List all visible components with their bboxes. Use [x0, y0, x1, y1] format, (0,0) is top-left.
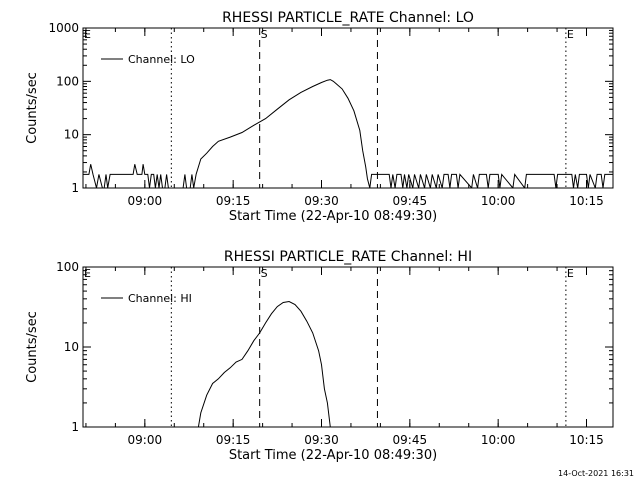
y-tick-label: 1	[71, 420, 79, 434]
legend-label: Channel: HI	[128, 292, 192, 305]
x-tick-label: 10:00	[481, 433, 516, 447]
legend-label: Channel: LO	[128, 53, 195, 66]
marker-label: S	[261, 28, 268, 41]
plot-frame	[82, 27, 614, 189]
y-tick-label: 10	[64, 340, 79, 354]
chart-title: RHESSI PARTICLE_RATE Channel: LO	[222, 10, 474, 26]
y-axis-label: Counts/sec	[25, 72, 40, 144]
footer-date: 14-Oct-2021 16:31	[558, 469, 634, 478]
y-tick-label: 10	[64, 128, 79, 142]
marker-label: E	[84, 267, 91, 280]
chart-panel-1: RHESSI PARTICLE_RATE Channel: LO 09:00 09:…	[25, 10, 614, 224]
plot-frame	[82, 266, 614, 428]
y-tick-label: 100	[56, 74, 79, 88]
x-tick-label: 09:00	[128, 194, 163, 208]
x-tick-label: 09:30	[304, 194, 339, 208]
y-axis-label: Counts/sec	[25, 311, 40, 383]
marker-label: S	[261, 267, 268, 280]
x-tick-label: 10:15	[569, 433, 604, 447]
x-axis-label: Start Time (22-Apr-10 08:49:30)	[229, 209, 437, 224]
x-tick-label: 09:45	[393, 194, 428, 208]
chart-panel-2: RHESSI PARTICLE_RATE Channel: HI 09:00 09:…	[25, 249, 614, 463]
x-tick-label: 09:15	[216, 194, 251, 208]
series-line	[83, 79, 613, 188]
y-tick-label: 1	[71, 181, 79, 195]
y-tick-label: 1000	[48, 21, 79, 35]
x-axis-label: Start Time (22-Apr-10 08:49:30)	[229, 448, 437, 463]
marker-label: E	[567, 267, 574, 280]
x-tick-label: 09:15	[216, 433, 251, 447]
x-tick-label: 10:00	[481, 194, 516, 208]
x-tick-label: 09:00	[128, 433, 163, 447]
x-tick-label: 10:15	[569, 194, 604, 208]
chart-title: RHESSI PARTICLE_RATE Channel: HI	[224, 249, 472, 265]
x-tick-label: 09:45	[393, 433, 428, 447]
x-tick-label: 09:30	[304, 433, 339, 447]
marker-label: E	[84, 28, 91, 41]
y-tick-label: 100	[56, 260, 79, 274]
marker-label: E	[567, 28, 574, 41]
series-line	[197, 300, 331, 427]
